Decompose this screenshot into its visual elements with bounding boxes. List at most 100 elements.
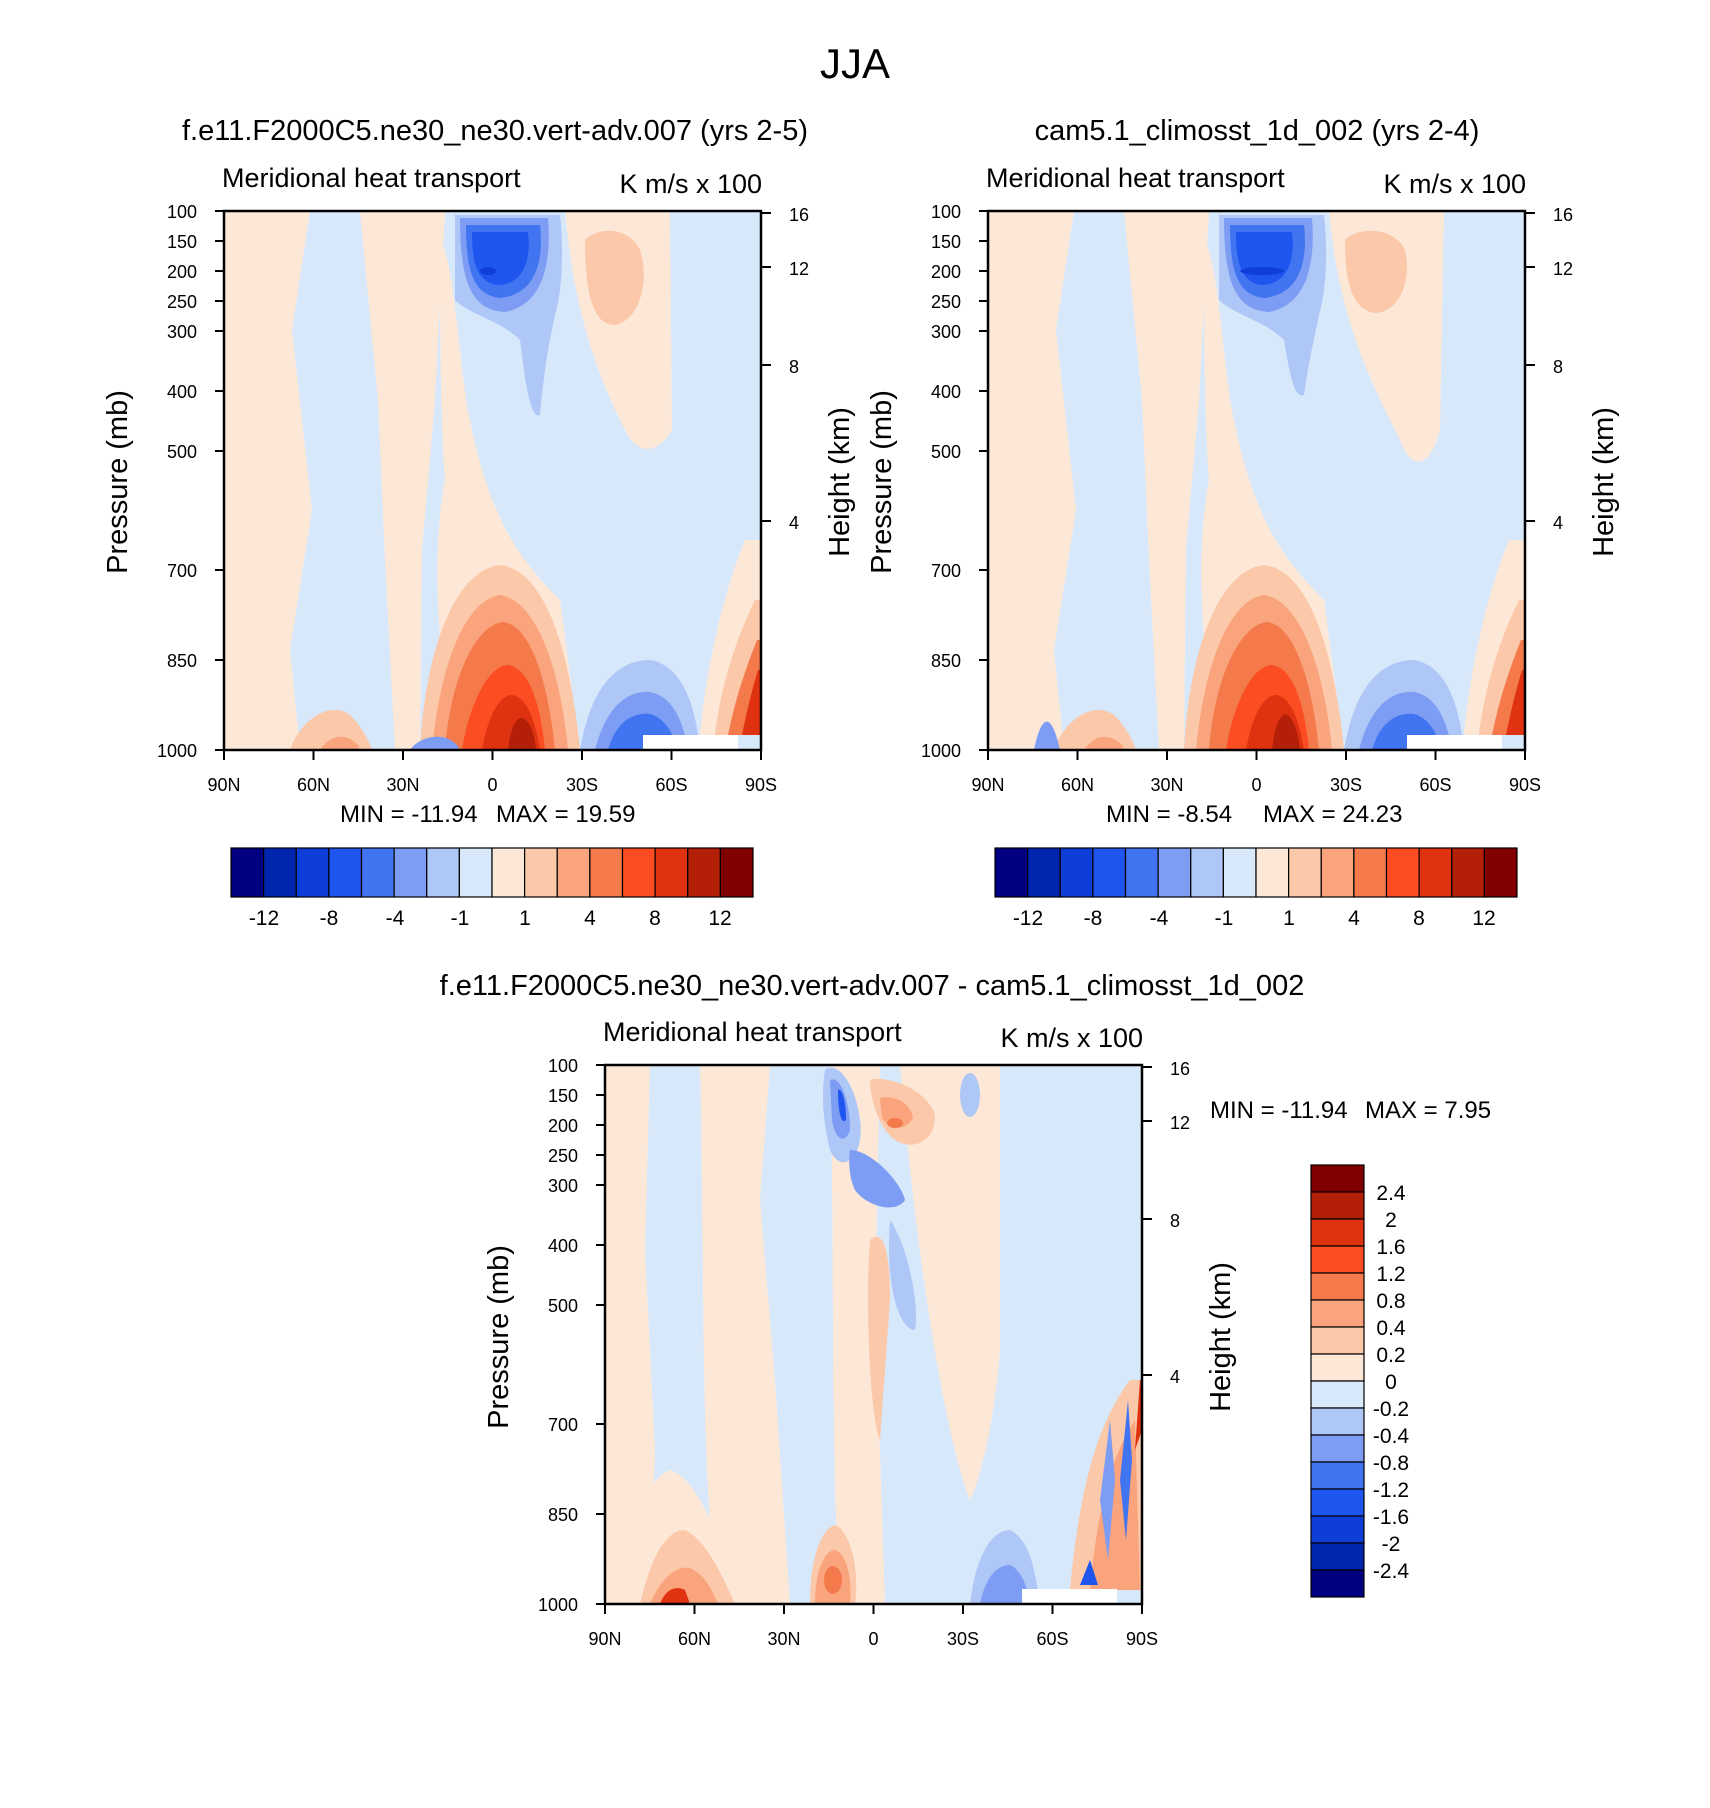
svg-text:0: 0 [1251, 775, 1261, 795]
svg-text:90S: 90S [1509, 775, 1541, 795]
svg-text:400: 400 [167, 382, 197, 402]
panel-1-y-ticks: 100 150 200 250 300 400 500 700 850 1000 [157, 202, 224, 761]
colorbar-label: -8 [1084, 907, 1103, 930]
panel-3-ylabel: Pressure (mb) [483, 1245, 515, 1429]
panel-3-plot-area [603, 1063, 1144, 1606]
colorbar-swatch [360, 847, 395, 898]
svg-text:4: 4 [789, 513, 799, 533]
colorbar-label: -0.8 [1373, 1452, 1409, 1475]
svg-text:300: 300 [548, 1176, 578, 1196]
colorbar-swatch [1310, 1164, 1365, 1193]
colorbar-label: -12 [1013, 907, 1043, 930]
ytick-right: 12 [1142, 1113, 1190, 1133]
colorbar-swatch [1320, 847, 1355, 898]
panel-2-ylabel-right: Height (km) [1588, 407, 1620, 557]
svg-text:850: 850 [931, 651, 961, 671]
colorbar-swatch [458, 847, 493, 898]
ytick-right: 4 [1525, 513, 1563, 533]
colorbar-label: 0 [1385, 1371, 1397, 1394]
panel-2-x-ticks: 90N 60N 30N 0 30S 60S 90S [971, 750, 1541, 795]
panel-3-colorbar [1310, 1164, 1365, 1598]
xtick: 90S [1509, 750, 1541, 795]
colorbar-swatch [295, 847, 330, 898]
svg-text:90S: 90S [1126, 1629, 1158, 1649]
panel-1-min-label: MIN = -11.94 [340, 801, 478, 828]
svg-text:850: 850 [548, 1505, 578, 1525]
panel-3-ylabel-right: Height (km) [1205, 1262, 1237, 1412]
xtick: 30N [1150, 750, 1184, 795]
colorbar-swatch [654, 847, 689, 898]
colorbar-swatch [1418, 847, 1453, 898]
colorbar-swatch [621, 847, 656, 898]
panel-2-colorbar-labels: -12 -8 -4 -1 1 4 8 12 [1013, 907, 1496, 930]
panel-3-y-ticks-right: 16 12 8 4 [1142, 1059, 1190, 1387]
colorbar-swatch [687, 847, 721, 898]
svg-text:400: 400 [931, 382, 961, 402]
colorbar-label: -2.4 [1373, 1560, 1410, 1583]
svg-text:150: 150 [548, 1086, 578, 1106]
svg-text:30N: 30N [386, 775, 419, 795]
panel-2-plot-area [986, 209, 1527, 752]
panel-3-min-label: MIN = -11.94 [1210, 1097, 1348, 1124]
svg-text:16: 16 [789, 205, 809, 225]
svg-text:30N: 30N [767, 1629, 800, 1649]
colorbar-swatch [1190, 847, 1224, 898]
ytick: 850 [931, 651, 988, 671]
colorbar-label: -4 [1150, 907, 1169, 930]
panel-1: f.e11.F2000C5.ne30_ne30.vert-adv.007 (yr… [102, 115, 856, 930]
svg-text:250: 250 [167, 292, 197, 312]
colorbar-label: -4 [386, 907, 405, 930]
colorbar-swatch [994, 847, 1029, 898]
ytick: 200 [167, 262, 224, 282]
svg-text:0: 0 [487, 775, 497, 795]
svg-text:8: 8 [1553, 357, 1563, 377]
panel-2-y-ticks-right: 16 12 8 4 [1525, 205, 1573, 533]
xtick: 30S [947, 1604, 979, 1649]
panel-1-x-ticks: 90N 60N 30N 0 30S 60S 90S [207, 750, 777, 795]
panel-2: cam5.1_climosst_1d_002 (yrs 2-4) Meridio… [866, 115, 1620, 930]
colorbar-label: -12 [249, 907, 279, 930]
svg-text:200: 200 [931, 262, 961, 282]
svg-text:400: 400 [548, 1236, 578, 1256]
panel-1-plot-area [222, 209, 763, 752]
ytick: 150 [167, 232, 224, 252]
ytick: 500 [931, 442, 988, 462]
xtick: 60S [1036, 1604, 1069, 1649]
colorbar-swatch [1310, 1191, 1365, 1220]
svg-text:16: 16 [1553, 205, 1573, 225]
svg-text:200: 200 [167, 262, 197, 282]
xtick: 0 [487, 750, 498, 795]
colorbar-label: 2.4 [1376, 1182, 1406, 1205]
colorbar-swatch [1288, 847, 1322, 898]
xtick: 60S [655, 750, 688, 795]
ytick-right: 8 [761, 357, 799, 377]
ytick: 1000 [157, 741, 224, 761]
svg-text:250: 250 [931, 292, 961, 312]
svg-text:12: 12 [1553, 259, 1573, 279]
ytick: 100 [167, 202, 224, 222]
colorbar-swatch [1310, 1569, 1365, 1598]
ytick: 1000 [921, 741, 988, 761]
svg-text:1000: 1000 [157, 741, 197, 761]
colorbar-swatch [1310, 1326, 1365, 1355]
svg-text:500: 500 [167, 442, 197, 462]
svg-text:60N: 60N [1061, 775, 1094, 795]
ytick: 700 [931, 561, 988, 581]
colorbar-label: 12 [708, 907, 731, 930]
panel-3-colorbar-labels: 2.4 2 1.6 1.2 0.8 0.4 0.2 0 -0.2 -0.4 -0… [1373, 1182, 1410, 1583]
svg-text:100: 100 [931, 202, 961, 222]
svg-text:100: 100 [548, 1056, 578, 1076]
colorbar-label: 1 [1283, 907, 1295, 930]
colorbar-label: -1 [451, 907, 470, 930]
svg-text:1000: 1000 [538, 1595, 578, 1615]
colorbar-swatch [1310, 1488, 1365, 1517]
svg-text:8: 8 [789, 357, 799, 377]
colorbar-label: -1 [1215, 907, 1234, 930]
colorbar-label: 1 [519, 907, 531, 930]
ytick: 700 [167, 561, 224, 581]
colorbar-label: 2 [1385, 1209, 1397, 1232]
colorbar-swatch [1222, 847, 1257, 898]
panel-3-max-label: MAX = 7.95 [1365, 1097, 1491, 1124]
colorbar-swatch [1310, 1272, 1365, 1301]
